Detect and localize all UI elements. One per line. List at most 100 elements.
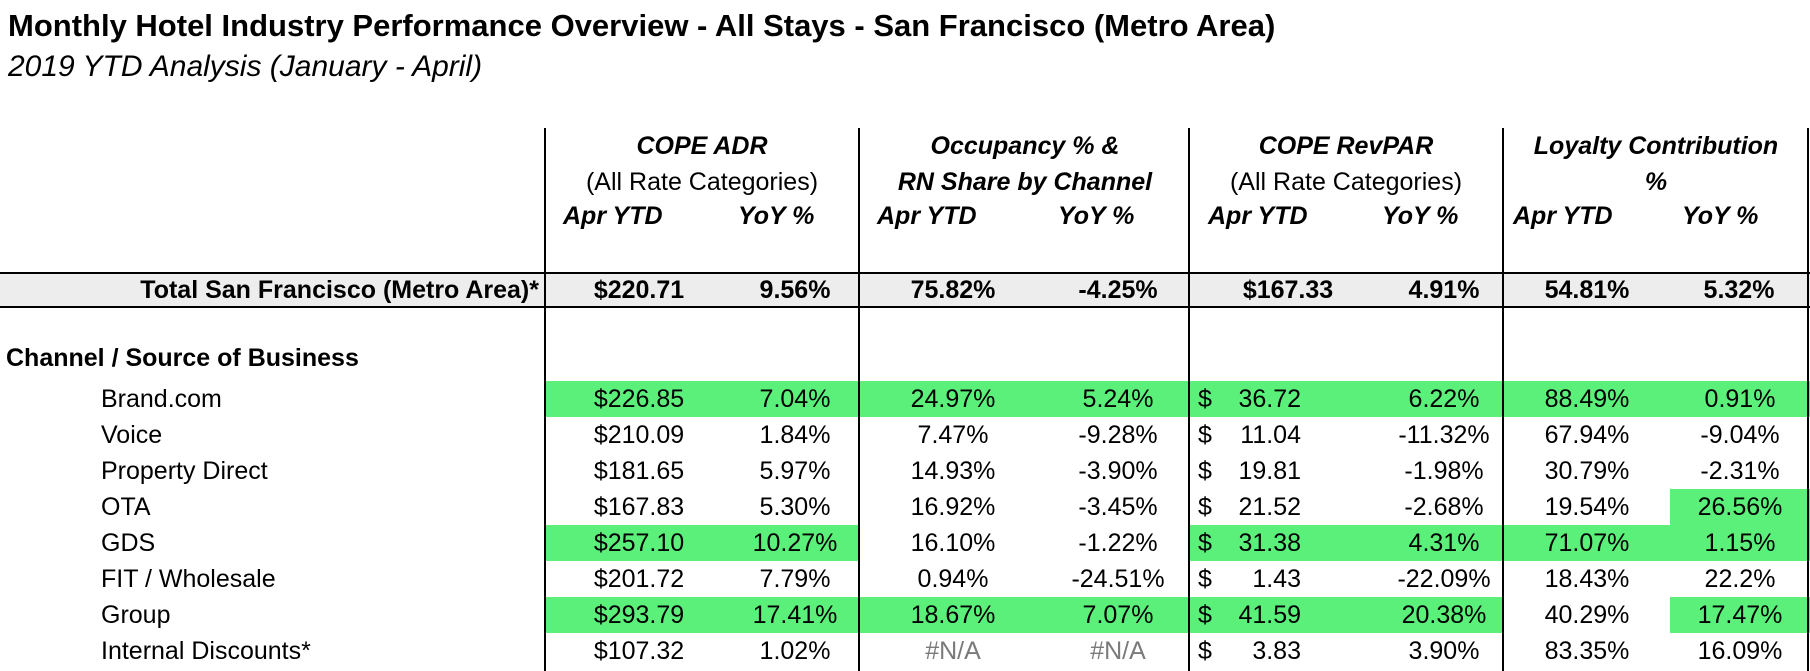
row-label: Property Direct <box>101 457 268 485</box>
total-row-label: Total San Francisco (Metro Area)* <box>140 276 539 304</box>
row-label: FIT / Wholesale <box>101 565 276 593</box>
cell-adr-ytd: $107.32 <box>593 637 685 665</box>
cell-loyalty-yoy: 16.09% <box>1697 637 1783 665</box>
currency-symbol: $ <box>1198 565 1212 593</box>
cell-adr-yoy: 10.27% <box>732 525 858 561</box>
cell-occ-ytd: 16.92% <box>910 493 996 521</box>
row-label: GDS <box>101 529 156 557</box>
cell-loyalty-ytd: 19.54% <box>1544 493 1630 521</box>
currency-symbol: $ <box>1198 385 1212 413</box>
header-line1: Loyalty Contribution <box>1533 132 1779 160</box>
row-label: Brand.com <box>101 385 222 413</box>
cell-occ-ytd: 7.47% <box>917 421 989 449</box>
cell-occ-yoy: -3.90% <box>1078 457 1158 485</box>
cell-loyalty-yoy: 22.2% <box>1704 565 1776 593</box>
cell-revpar-yoy: 6.22% <box>1386 381 1502 417</box>
subheader-apr-ytd: Apr YTD <box>563 202 663 230</box>
subheader-apr-ytd: Apr YTD <box>1513 202 1613 230</box>
cell-loyalty-ytd: 67.94% <box>1544 421 1630 449</box>
cell-adr-yoy: 1.84% <box>759 421 831 449</box>
cell-revpar-ytd: $21.52 <box>1190 489 1386 525</box>
cell-revpar-yoy: -2.68% <box>1404 493 1484 521</box>
cell-occ-yoy: -9.28% <box>1078 421 1158 449</box>
row-label: Internal Discounts* <box>101 637 311 665</box>
cell-occ-ytd: 18.67% <box>860 597 1046 633</box>
cell-loyalty-yoy: -9.04% <box>1700 421 1780 449</box>
report-title: Monthly Hotel Industry Performance Overv… <box>8 8 1276 43</box>
table-row: OTA $167.83 5.30% 16.92% -3.45% $21.52 -… <box>0 489 1810 525</box>
divider <box>0 272 1810 274</box>
cell-adr-yoy: 1.02% <box>759 637 831 665</box>
cell-revpar-yoy: -1.98% <box>1404 457 1484 485</box>
revpar-amount: 41.59 <box>1238 601 1301 629</box>
table-row: Brand.com $226.85 7.04% 24.97% 5.24% $36… <box>0 381 1810 417</box>
header-line2: (All Rate Categories) <box>585 168 819 196</box>
subheader-yoy: YoY % <box>1682 202 1759 230</box>
revpar-amount: 1.43 <box>1252 565 1301 593</box>
column-divider <box>858 128 860 671</box>
cell-loyalty-ytd: 40.29% <box>1544 601 1630 629</box>
header-loyalty: Loyalty Contribution % <box>1504 128 1808 200</box>
cell-occ-yoy: 5.24% <box>1046 381 1190 417</box>
cell-adr-ytd: $167.83 <box>593 493 685 521</box>
header-occupancy: Occupancy % & RN Share by Channel <box>860 128 1190 200</box>
subheader-apr-ytd: Apr YTD <box>877 202 977 230</box>
table-row: Voice $210.09 1.84% 7.47% -9.28% $11.04 … <box>0 417 1810 453</box>
cell-revpar-yoy: 20.38% <box>1386 597 1502 633</box>
header-line1: COPE ADR <box>636 132 768 160</box>
cell-adr-ytd: $293.79 <box>546 597 732 633</box>
cell-loyalty-yoy: -2.31% <box>1700 457 1780 485</box>
cell-revpar-yoy: 4.31% <box>1386 525 1502 561</box>
total-loyalty-yoy: 5.32% <box>1703 276 1775 304</box>
table-row: Internal Discounts* $107.32 1.02% #N/A #… <box>0 633 1810 669</box>
total-occ-yoy: -4.25% <box>1078 276 1158 304</box>
cell-occ-ytd: #N/A <box>925 637 981 665</box>
header-cope-adr: COPE ADR (All Rate Categories) <box>546 128 858 200</box>
revpar-amount: 19.81 <box>1238 457 1301 485</box>
column-divider <box>544 128 546 671</box>
cell-occ-ytd: 24.97% <box>860 381 1046 417</box>
cell-revpar-yoy: 3.90% <box>1408 637 1480 665</box>
cell-loyalty-yoy: 26.56% <box>1670 489 1810 525</box>
cell-adr-yoy: 17.41% <box>732 597 858 633</box>
cell-occ-ytd: 0.94% <box>917 565 989 593</box>
cell-loyalty-ytd: 18.43% <box>1544 565 1630 593</box>
cell-adr-yoy: 5.97% <box>759 457 831 485</box>
cell-revpar-ytd: $36.72 <box>1190 381 1386 417</box>
row-label: OTA <box>101 493 151 521</box>
column-divider <box>1807 128 1809 671</box>
total-revpar-ytd: $167.33 <box>1242 276 1334 304</box>
table-row: Group $293.79 17.41% 18.67% 7.07% $41.59… <box>0 597 1810 633</box>
subheader-yoy: YoY % <box>738 202 815 230</box>
cell-occ-yoy: -24.51% <box>1071 565 1165 593</box>
cell-adr-yoy: 7.79% <box>759 565 831 593</box>
total-adr-yoy: 9.56% <box>759 276 831 304</box>
column-divider <box>1502 128 1504 671</box>
total-loyalty-ytd: 54.81% <box>1544 276 1630 304</box>
cell-loyalty-ytd: 30.79% <box>1544 457 1630 485</box>
cell-revpar-yoy: -22.09% <box>1397 565 1491 593</box>
revpar-amount: 31.38 <box>1238 529 1301 557</box>
cell-adr-ytd: $226.85 <box>546 381 732 417</box>
cell-adr-ytd: $210.09 <box>593 421 685 449</box>
cell-revpar-ytd: $3.83 <box>1190 633 1386 669</box>
section-label: Channel / Source of Business <box>6 344 359 372</box>
cell-revpar-ytd: $31.38 <box>1190 525 1386 561</box>
header-line1: Occupancy % & <box>930 132 1120 160</box>
table-row: GDS $257.10 10.27% 16.10% -1.22% $31.38 … <box>0 525 1810 561</box>
cell-adr-ytd: $257.10 <box>546 525 732 561</box>
cell-loyalty-yoy: 17.47% <box>1670 597 1810 633</box>
cell-revpar-ytd: $19.81 <box>1190 453 1386 489</box>
cell-revpar-ytd: $41.59 <box>1190 597 1386 633</box>
cell-loyalty-yoy: 1.15% <box>1670 525 1810 561</box>
total-adr-ytd: $220.71 <box>593 276 685 304</box>
cell-occ-ytd: 16.10% <box>910 529 996 557</box>
revpar-amount: 36.72 <box>1238 385 1301 413</box>
header-line2: % <box>1644 168 1668 196</box>
cell-revpar-ytd: $11.04 <box>1190 417 1386 453</box>
cell-revpar-yoy: -11.32% <box>1398 421 1490 449</box>
cell-adr-ytd: $181.65 <box>593 457 685 485</box>
divider <box>0 306 1810 308</box>
revpar-amount: 11.04 <box>1240 421 1301 449</box>
subheader-yoy: YoY % <box>1058 202 1135 230</box>
